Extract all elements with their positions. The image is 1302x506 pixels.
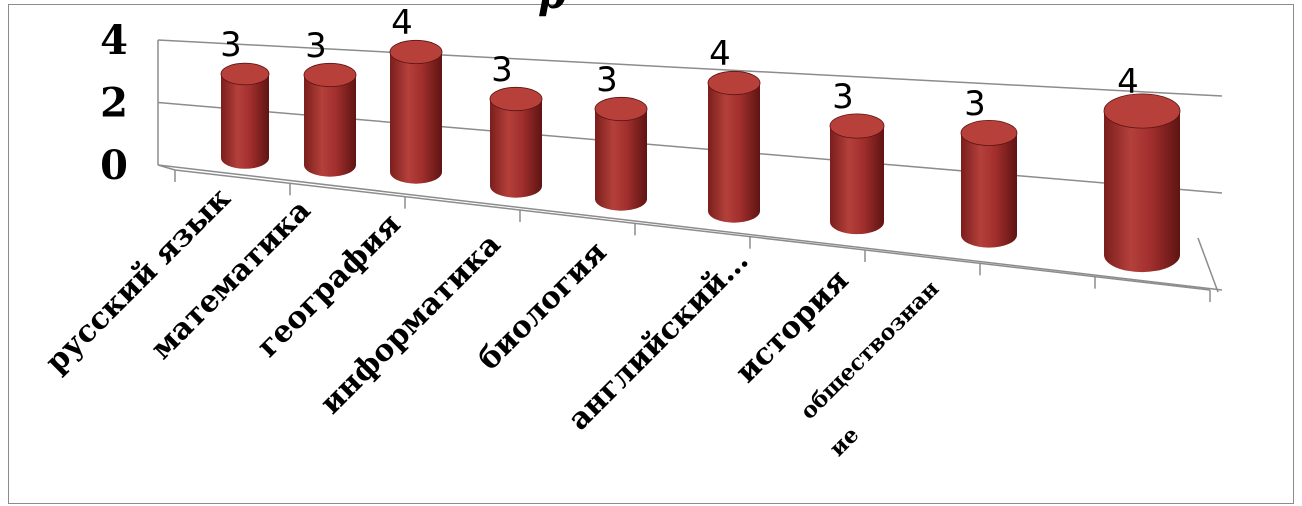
bar-body <box>390 52 442 184</box>
bar-top <box>389 39 443 65</box>
bar-body <box>830 126 884 235</box>
bar-top <box>220 62 270 86</box>
bar-body <box>490 99 542 198</box>
bar-body <box>221 74 269 169</box>
bar-top <box>1103 93 1181 129</box>
data-label: 4 <box>1117 62 1139 102</box>
data-label: 4 <box>709 34 731 74</box>
bars <box>220 39 1181 273</box>
y-tick-label: 4 <box>100 17 128 64</box>
bar-top <box>707 70 761 96</box>
bar-body <box>304 75 356 177</box>
floor-side-edge <box>157 164 176 171</box>
bar-top <box>594 96 648 122</box>
bar-body <box>595 109 647 211</box>
data-label: 3 <box>832 77 854 117</box>
x-category-label-cont: ие <box>824 422 864 462</box>
bar-1 <box>303 62 357 177</box>
bar-2 <box>389 39 443 184</box>
bar-5 <box>707 70 761 223</box>
bar-top <box>960 120 1018 147</box>
bar-6 <box>829 113 885 235</box>
data-label: 3 <box>491 50 513 90</box>
data-labels: 3 3 4 3 3 4 3 3 4 <box>220 3 1139 124</box>
y-tick-label: 2 <box>100 80 128 127</box>
floor-side-edge <box>1197 237 1219 293</box>
gridline <box>157 39 1223 97</box>
bar-3 <box>489 86 543 198</box>
data-label: 3 <box>964 84 986 124</box>
data-label: 3 <box>596 60 618 100</box>
data-label: 3 <box>220 25 242 65</box>
data-label: 3 <box>305 26 327 66</box>
bar-4 <box>594 96 648 211</box>
bar-8 <box>1103 93 1181 273</box>
bar-7 <box>960 120 1018 248</box>
y-tick-label: 0 <box>100 142 128 189</box>
y-axis-ticks: 0 2 4 <box>100 17 128 189</box>
bar-body <box>1104 111 1180 273</box>
bar-top <box>489 86 543 112</box>
bar-top <box>303 62 357 88</box>
bar-0 <box>220 62 270 169</box>
data-label: 4 <box>391 3 413 43</box>
floor-front-edge <box>174 169 1211 291</box>
bar-body <box>708 83 760 223</box>
bar-body <box>961 133 1017 248</box>
gridline <box>157 164 1223 291</box>
chart-title: р <box>538 0 566 18</box>
bar-top <box>829 113 885 139</box>
x-axis-labels: русский языкматематикагеографияинформати… <box>39 181 945 462</box>
